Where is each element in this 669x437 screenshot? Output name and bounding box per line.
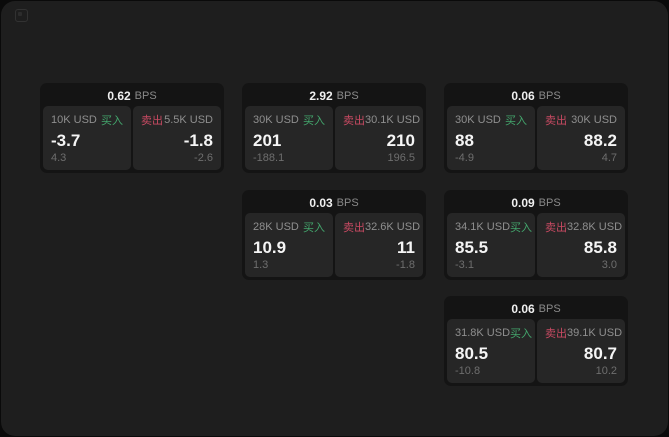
menu-grid-icon[interactable] — [15, 9, 28, 22]
buy-panel[interactable]: 28K USD 买入 10.9 1.3 — [245, 213, 333, 277]
buy-tag: 买入 — [303, 222, 325, 234]
bps-value: 0.06 — [511, 302, 535, 316]
bps-unit-label: BPS — [538, 303, 561, 315]
sell-price: 210 — [386, 131, 415, 150]
sell-size-label: 32.6K USD — [365, 221, 421, 233]
buy-panel[interactable]: 31.8K USD 买入 80.5 -10.8 — [447, 319, 535, 383]
sell-size-label: 39.1K USD — [567, 327, 623, 339]
buy-tag: 买入 — [303, 115, 325, 127]
buy-sub-value: 4.3 — [51, 152, 67, 164]
buy-price: 10.9 — [253, 238, 287, 257]
bps-unit-label: BPS — [538, 197, 561, 209]
sell-sub-value: 4.7 — [601, 152, 617, 164]
sell-price: 88.2 — [583, 131, 617, 150]
quote-card: 0.62 BPS 10K USD 买入 -3.7 4.3 卖出 5.5K USD… — [40, 83, 224, 173]
buy-size-label: 34.1K USD — [455, 221, 511, 233]
sell-sub-value: -1.8 — [396, 259, 415, 271]
bps-value: 0.03 — [309, 196, 333, 210]
sell-tag: 卖出 — [141, 115, 163, 127]
buy-sub-value: -10.8 — [455, 365, 481, 377]
buy-price: 88 — [455, 131, 474, 150]
sell-price: 11 — [397, 238, 415, 257]
quote-card: 0.03 BPS 28K USD 买入 10.9 1.3 卖出 32.6K US… — [242, 190, 426, 280]
sell-tag: 卖出 — [545, 115, 567, 127]
buy-price: 201 — [253, 131, 282, 150]
sell-size-label: 30K USD — [571, 114, 617, 126]
buy-tag: 买入 — [510, 328, 533, 340]
buy-panel[interactable]: 10K USD 买入 -3.7 4.3 — [43, 106, 131, 170]
sell-panel[interactable]: 卖出 30.1K USD 210 196.5 — [335, 106, 423, 170]
card-header: 2.92 BPS — [245, 86, 423, 106]
buy-size-label: 28K USD — [253, 221, 299, 233]
card-header: 0.62 BPS — [43, 86, 221, 106]
buy-size-label: 10K USD — [51, 114, 97, 126]
sell-price: 85.8 — [583, 238, 617, 257]
buy-sub-value: -3.1 — [455, 259, 474, 271]
card-header: 0.09 BPS — [447, 193, 625, 213]
quote-card: 2.92 BPS 30K USD 买入 201 -188.1 卖出 30.1K … — [242, 83, 426, 173]
bps-value: 2.92 — [309, 89, 333, 103]
sell-sub-value: 3.0 — [601, 259, 617, 271]
sell-price: -1.8 — [183, 131, 213, 150]
sell-panel[interactable]: 卖出 32.8K USD 85.8 3.0 — [537, 213, 625, 277]
sell-panel[interactable]: 卖出 30K USD 88.2 4.7 — [537, 106, 625, 170]
buy-sub-value: 1.3 — [253, 259, 269, 271]
quote-card: 0.06 BPS 31.8K USD 买入 80.5 -10.8 卖出 39.1… — [444, 296, 628, 386]
bps-value: 0.06 — [511, 89, 535, 103]
buy-size-label: 31.8K USD — [455, 327, 511, 339]
sell-panel[interactable]: 卖出 32.6K USD 11 -1.8 — [335, 213, 423, 277]
buy-panel[interactable]: 30K USD 买入 88 -4.9 — [447, 106, 535, 170]
card-header: 0.06 BPS — [447, 86, 625, 106]
sell-tag: 卖出 — [343, 222, 365, 234]
card-header: 0.06 BPS — [447, 299, 625, 319]
sell-sub-value: 10.2 — [595, 365, 617, 377]
buy-sub-value: -188.1 — [253, 152, 285, 164]
buy-tag: 买入 — [510, 222, 533, 234]
quote-card: 0.06 BPS 30K USD 买入 88 -4.9 卖出 30K USD 8… — [444, 83, 628, 173]
buy-price: 85.5 — [455, 238, 489, 257]
card-header: 0.03 BPS — [245, 193, 423, 213]
buy-price: 80.5 — [455, 344, 489, 363]
buy-tag: 买入 — [505, 115, 527, 127]
bps-unit-label: BPS — [538, 90, 561, 102]
buy-panel[interactable]: 34.1K USD 买入 85.5 -3.1 — [447, 213, 535, 277]
sell-tag: 卖出 — [545, 328, 567, 340]
bps-unit-label: BPS — [336, 90, 359, 102]
buy-size-label: 30K USD — [455, 114, 501, 126]
sell-price: 80.7 — [583, 344, 617, 363]
bps-unit-label: BPS — [336, 197, 359, 209]
buy-panel[interactable]: 30K USD 买入 201 -188.1 — [245, 106, 333, 170]
sell-panel[interactable]: 卖出 39.1K USD 80.7 10.2 — [537, 319, 625, 383]
buy-sub-value: -4.9 — [455, 152, 474, 164]
sell-tag: 卖出 — [343, 115, 365, 127]
buy-size-label: 30K USD — [253, 114, 299, 126]
sell-sub-value: 196.5 — [387, 152, 415, 164]
bps-value: 0.09 — [511, 196, 535, 210]
buy-price: -3.7 — [51, 131, 81, 150]
bps-value: 0.62 — [107, 89, 131, 103]
sell-tag: 卖出 — [545, 222, 567, 234]
sell-size-label: 5.5K USD — [164, 114, 213, 126]
quote-card: 0.09 BPS 34.1K USD 买入 85.5 -3.1 卖出 32.8K… — [444, 190, 628, 280]
sell-panel[interactable]: 卖出 5.5K USD -1.8 -2.6 — [133, 106, 221, 170]
buy-tag: 买入 — [101, 115, 123, 127]
sell-size-label: 30.1K USD — [365, 114, 421, 126]
bps-unit-label: BPS — [134, 90, 157, 102]
sell-sub-value: -2.6 — [194, 152, 213, 164]
sell-size-label: 32.8K USD — [567, 221, 623, 233]
